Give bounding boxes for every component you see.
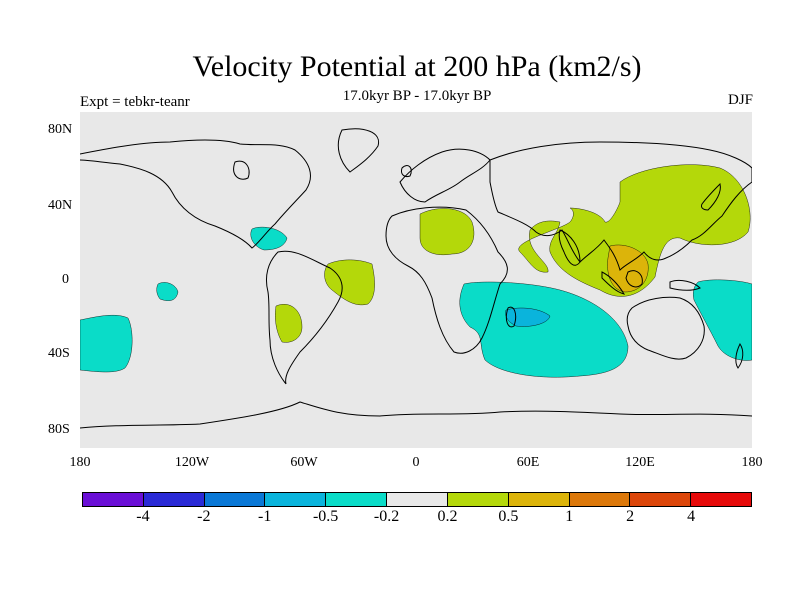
strong-negative-anomaly-regions bbox=[505, 307, 551, 327]
chart-title: Velocity Potential at 200 hPa (km2/s) bbox=[192, 50, 642, 83]
colorbar-tick-label: -0.5 bbox=[312, 508, 339, 525]
colorbar-tick-label: -1 bbox=[258, 508, 272, 525]
india-coast bbox=[558, 229, 581, 266]
africa-coast bbox=[385, 206, 508, 354]
uk-coast bbox=[401, 165, 412, 177]
australia-coast bbox=[626, 296, 705, 360]
antarctica-coast bbox=[80, 401, 752, 429]
colorbar-tick-label: 2 bbox=[626, 508, 635, 525]
colorbar-tick-label: 0.2 bbox=[437, 508, 458, 525]
new-guinea-coast bbox=[669, 279, 701, 291]
asia-coast bbox=[489, 141, 752, 271]
lat-label-0: 0 bbox=[62, 272, 69, 287]
colorbar-tick-label: 4 bbox=[687, 508, 696, 525]
colorbar-box bbox=[143, 493, 205, 506]
lat-label-40s: 40S bbox=[48, 346, 70, 361]
positive-anomaly-regions bbox=[275, 164, 751, 343]
lat-label-80n: 80N bbox=[48, 122, 73, 137]
borneo-coast bbox=[625, 270, 643, 288]
colorbar-tick-label: 1 bbox=[565, 508, 574, 525]
atlantic-positive-region bbox=[324, 259, 375, 306]
map-svg bbox=[80, 112, 752, 448]
colorbar-tick-label: -4 bbox=[136, 508, 150, 525]
colorbar-box bbox=[630, 493, 692, 506]
west-pacific-negative-region bbox=[693, 279, 752, 361]
central-america-negative-region bbox=[250, 226, 288, 251]
map-panel bbox=[80, 112, 752, 448]
negative-anomaly-regions bbox=[80, 226, 752, 378]
madagascar-coast bbox=[505, 306, 517, 328]
lat-label-80s: 80S bbox=[48, 422, 70, 437]
japan-coast bbox=[701, 183, 721, 211]
colorbar bbox=[82, 492, 752, 507]
sumatra-coast bbox=[601, 271, 626, 295]
colorbar-box bbox=[508, 493, 570, 506]
south-pacific-negative-region bbox=[80, 315, 133, 373]
greenland-coast bbox=[337, 128, 380, 173]
lon-label-0: 0 bbox=[412, 455, 420, 470]
asia-positive-region bbox=[518, 164, 751, 297]
colorbar-tick-label: -2 bbox=[197, 508, 211, 525]
new-zealand-coast bbox=[735, 343, 744, 369]
lon-label-180w: 180 bbox=[69, 455, 91, 470]
colorbar-box bbox=[265, 493, 327, 506]
indian-ocean-negative-region bbox=[459, 281, 629, 378]
lon-label-120e: 120E bbox=[625, 455, 655, 470]
lat-label-40n: 40N bbox=[48, 198, 73, 213]
lon-label-120w: 120W bbox=[174, 455, 210, 470]
madagascar-negative-core bbox=[505, 307, 551, 327]
lon-label-60e: 60E bbox=[516, 455, 540, 470]
colorbar-box bbox=[569, 493, 631, 506]
south-america-coast bbox=[265, 250, 343, 385]
colorbar-box bbox=[83, 493, 144, 506]
colorbar-box bbox=[204, 493, 266, 506]
coastlines bbox=[80, 128, 752, 429]
lon-label-180e: 180 bbox=[741, 455, 763, 470]
south-america-positive-region bbox=[275, 304, 303, 343]
north-america-coast bbox=[80, 139, 311, 249]
colorbar-tick-label: -0.2 bbox=[373, 508, 400, 525]
europe-coast bbox=[399, 148, 491, 203]
colorbar-box bbox=[447, 493, 509, 506]
season-label: DJF bbox=[727, 92, 753, 108]
colorbar-box bbox=[387, 493, 448, 506]
east-pacific-negative-patch bbox=[156, 282, 179, 301]
colorbar-box bbox=[326, 493, 388, 506]
experiment-label: Expt = tebkr-teanr bbox=[80, 94, 190, 110]
colorbar-tick-label: 0.5 bbox=[498, 508, 519, 525]
lon-label-60w: 60W bbox=[290, 455, 318, 470]
africa-north-positive-region bbox=[419, 208, 475, 255]
colorbar-box bbox=[691, 493, 751, 506]
hudson-bay-coast bbox=[233, 160, 250, 180]
chart-subtitle: 17.0kyr BP - 17.0kyr BP bbox=[342, 88, 492, 104]
